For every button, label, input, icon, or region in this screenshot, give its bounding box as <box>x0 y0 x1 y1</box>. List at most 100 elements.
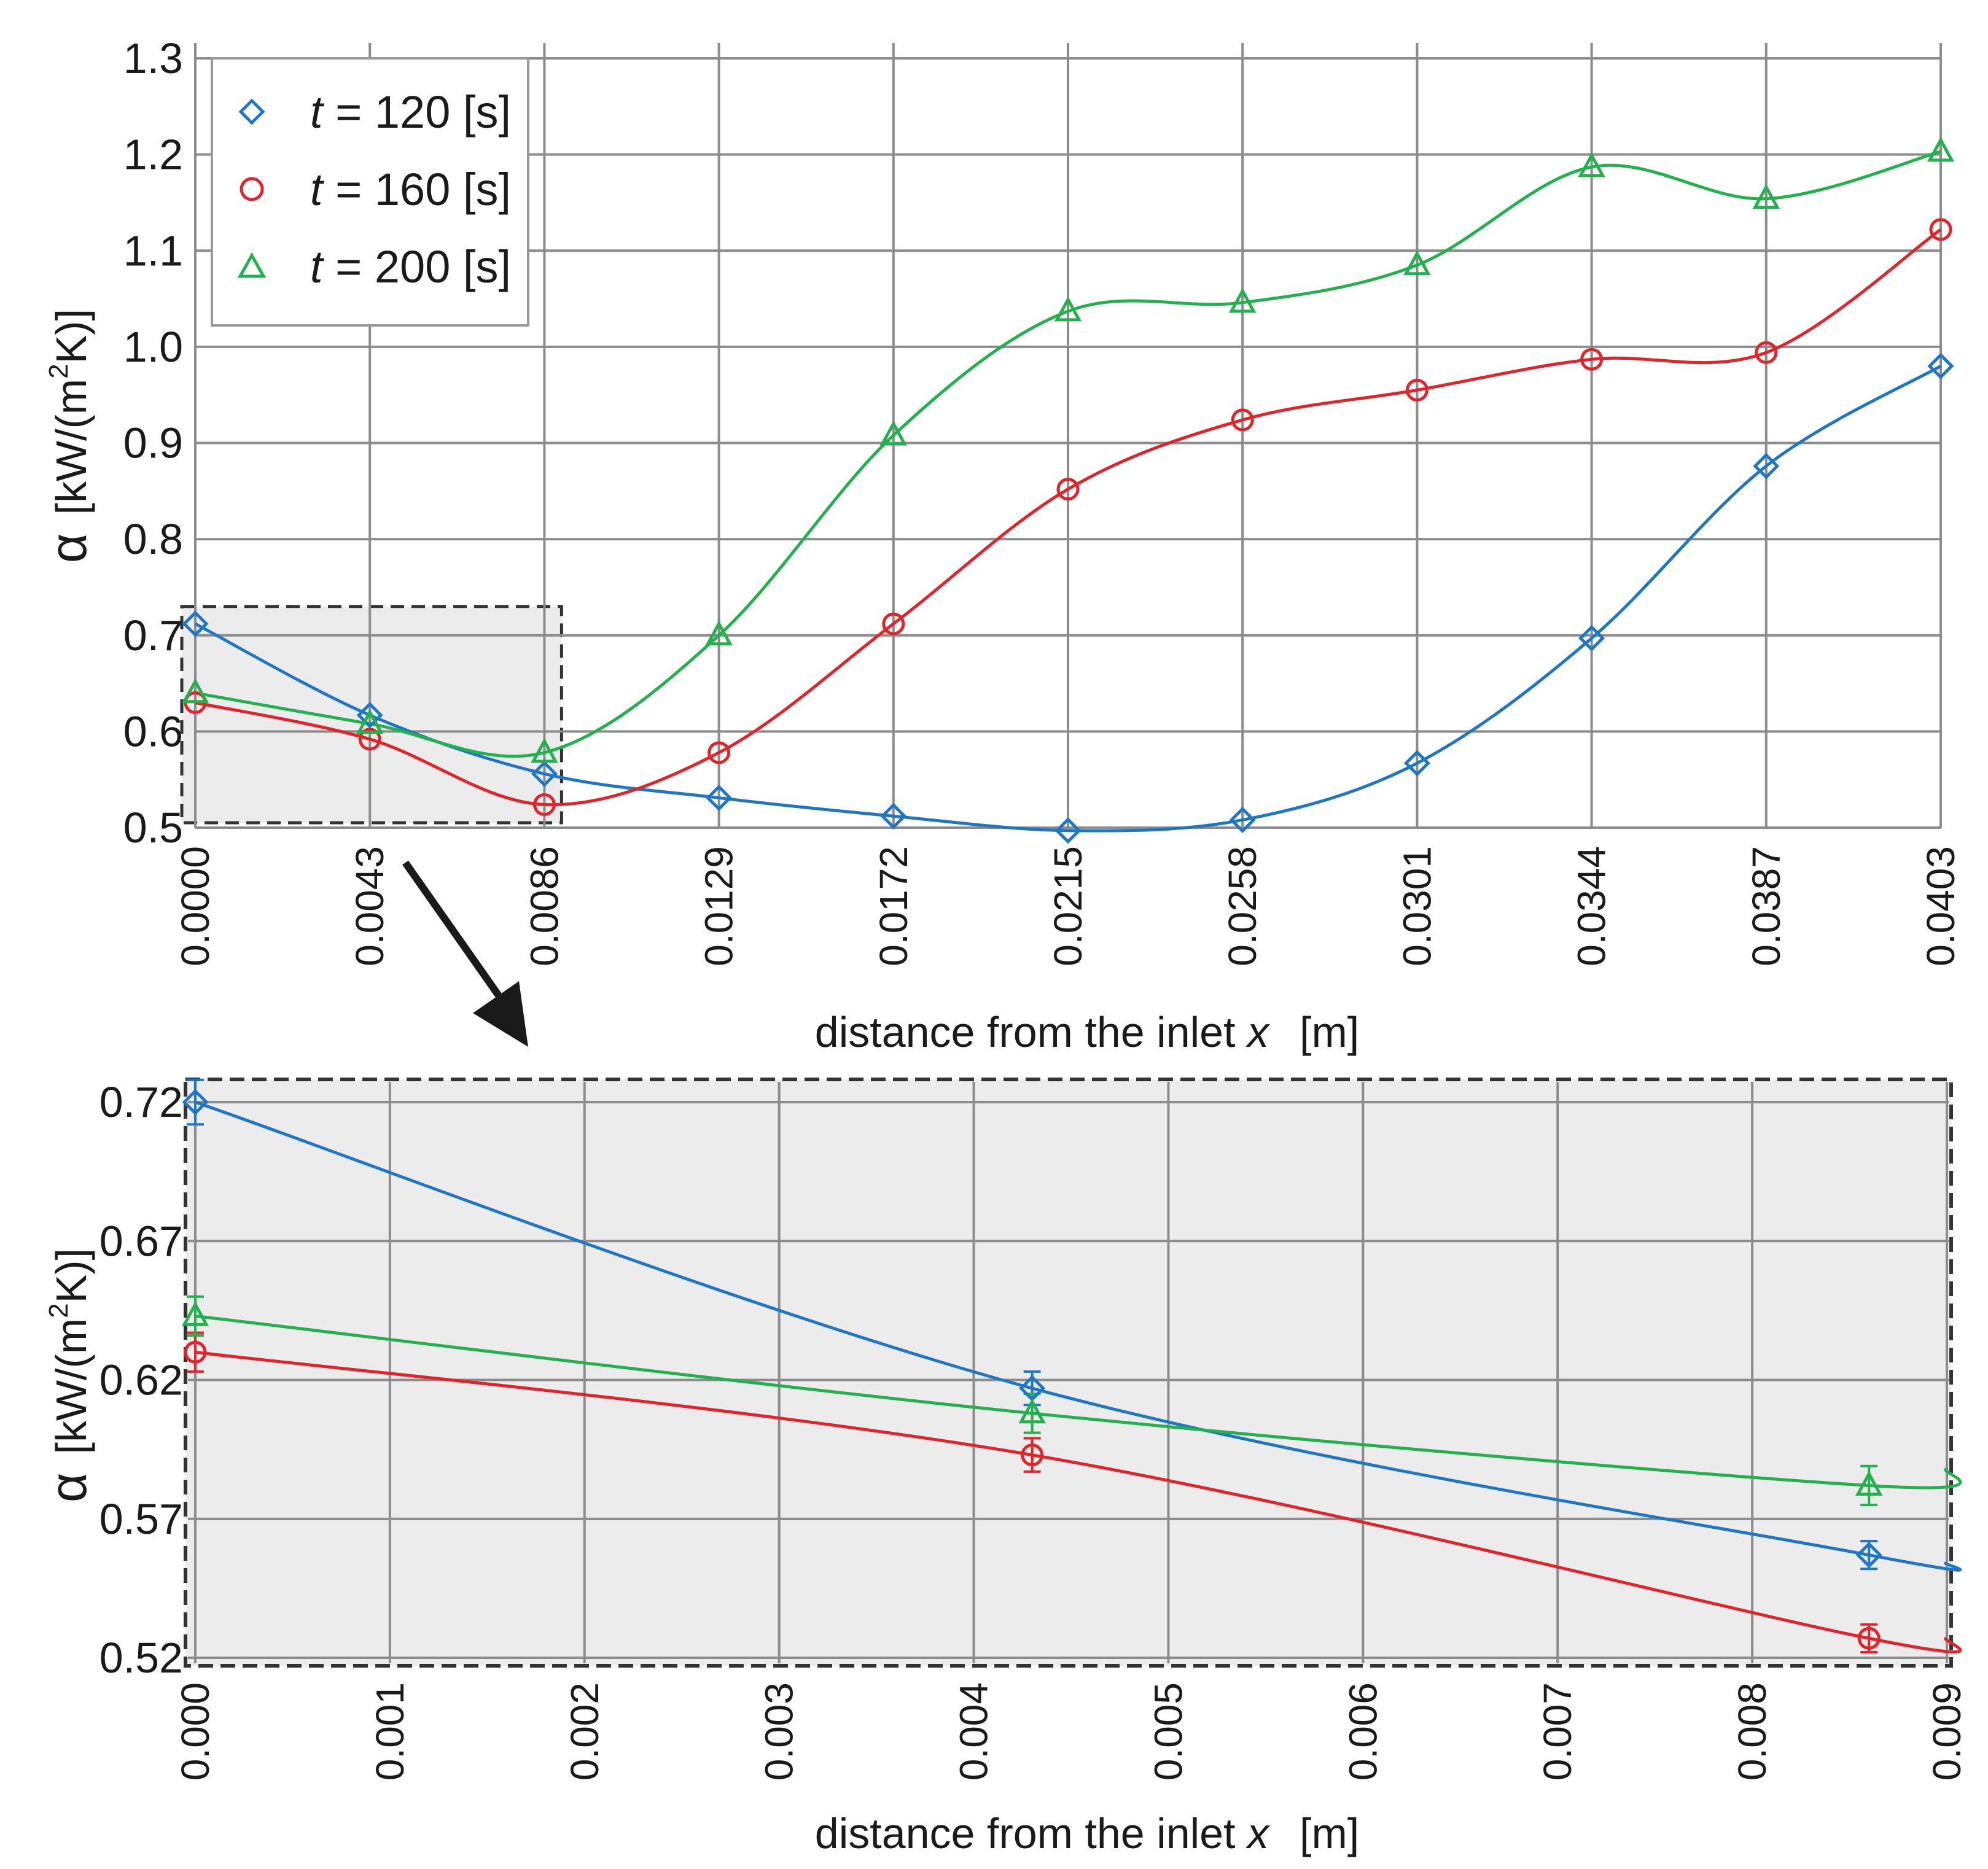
main-point-t200 <box>1752 184 1780 209</box>
main-point-t120 <box>182 610 209 637</box>
main-point-t200 <box>1054 296 1082 322</box>
inset-x-axis-unit: [m] <box>1300 1809 1359 1857</box>
inset-y-axis-title: α [kW/(m2K)] <box>39 1248 97 1502</box>
main-x-tick-label: 0.0215 <box>1046 846 1090 966</box>
inset-x-tick-label: 0.001 <box>368 1682 412 1781</box>
svg-text:t = 200 [s]: t = 200 [s] <box>310 241 511 292</box>
inset-point-t120 <box>1855 1542 1882 1569</box>
inset-point-t160 <box>1021 1444 1044 1467</box>
legend-var-t200: t <box>310 241 325 292</box>
inset-x-axis-prefix: distance from the inlet <box>815 1809 1247 1857</box>
svg-text:t = 160 [s]: t = 160 [s] <box>310 164 511 215</box>
main-point-t200 <box>1578 152 1605 177</box>
main-point-t200 <box>181 678 209 704</box>
inset-markers <box>181 1089 1883 1650</box>
main-x-axis-prefix: distance from the inlet <box>815 1008 1247 1056</box>
main-point-t200 <box>356 709 384 734</box>
inset-x-tick-label: 0.004 <box>952 1682 996 1781</box>
inset-x-axis-var: x <box>1245 1809 1271 1857</box>
main-curve-t160 <box>195 228 1942 807</box>
main-y-tick-label: 1.1 <box>123 227 183 274</box>
legend-circle-marker <box>240 177 264 201</box>
main-curves <box>194 150 1942 833</box>
main-x-tick-label: 0.0387 <box>1744 846 1788 966</box>
main-point-t200 <box>705 620 733 646</box>
inset-plot-background <box>184 1078 1953 1668</box>
main-chart: 0.5 0.6 0.7 0.8 0.9 1.0 1.1 1.2 1.3 0.0000 0.0043… <box>39 34 1963 1056</box>
inset-point-t200 <box>1018 1398 1046 1424</box>
inset-point-t200 <box>1855 1471 1883 1496</box>
main-point-t200 <box>1403 250 1431 276</box>
main-point-t160 <box>1580 348 1604 371</box>
main-x-tick-label: 0.0301 <box>1395 846 1439 966</box>
zoom-arrow-shaft <box>402 860 510 1009</box>
inset-y-tick-label: 0.52 <box>99 1634 183 1682</box>
main-y-tick-label: 0.9 <box>123 419 183 467</box>
legend-var-t160: t <box>310 164 325 215</box>
main-y-tick-label: 0.7 <box>123 612 183 659</box>
main-point-t160 <box>1755 341 1778 364</box>
legend-item-t200: t = 200 [s] <box>237 241 511 292</box>
main-point-t120 <box>1229 806 1256 834</box>
inset-x-tick-label: 0.006 <box>1341 1682 1385 1781</box>
legend-label-t160: = 160 [s] <box>323 164 511 215</box>
legend-triangle-marker <box>237 252 267 278</box>
main-point-t160 <box>1231 408 1254 432</box>
main-x-tick-label: 0.0172 <box>871 846 916 966</box>
inset-x-tick-label: 0.002 <box>563 1682 607 1781</box>
main-y-tick-labels: 0.5 0.6 0.7 0.8 0.9 1.0 1.1 1.2 1.3 <box>123 34 183 852</box>
main-y-axis-title: α [kW/(m2K)] <box>39 309 97 563</box>
main-x-tick-label: 0.0086 <box>522 846 566 966</box>
main-point-t160 <box>358 728 381 751</box>
main-point-t160 <box>532 793 556 816</box>
main-curve-t120 <box>194 365 1942 833</box>
main-point-t160 <box>1929 218 1952 241</box>
main-point-t160 <box>707 741 731 764</box>
svg-text:t = 120 [s]: t = 120 [s] <box>310 87 511 138</box>
inset-x-tick-label: 0.009 <box>1925 1682 1969 1781</box>
inset-error-bar-t120 <box>187 1078 204 1126</box>
main-y-tick-label: 0.5 <box>123 804 183 852</box>
inset-y-tick-label: 0.57 <box>99 1495 183 1543</box>
inset-y-axis-unit-pre: [kW/(m <box>47 1318 95 1455</box>
main-y-axis-unit-sup: 2 <box>44 363 74 378</box>
main-point-t200 <box>1927 136 1955 162</box>
inset-y-axis-unit-sup: 2 <box>44 1303 74 1318</box>
main-point-t200 <box>879 420 908 446</box>
inset-point-t120 <box>182 1089 209 1116</box>
inset-x-tick-labels: 0.000 0.001 0.002 0.003 0.004 0.005 0.006 0.007… <box>173 1682 1969 1781</box>
main-x-axis-var: x <box>1245 1008 1271 1056</box>
main-y-axis-unit-post: K)] <box>47 309 95 363</box>
main-x-tick-label: 0.0043 <box>348 846 392 966</box>
inset-y-tick-label: 0.67 <box>99 1217 183 1265</box>
main-point-t120 <box>880 802 907 830</box>
inset-y-tick-labels: 0.52 0.57 0.62 0.67 0.72 <box>99 1078 183 1682</box>
main-point-t120 <box>706 784 733 811</box>
main-y-tick-label: 1.2 <box>123 131 183 179</box>
main-point-t120 <box>1753 453 1780 480</box>
zoom-arrow <box>402 860 528 1047</box>
main-y-tick-label: 0.6 <box>123 707 183 755</box>
inset-x-axis-title: distance from the inlet x [m] <box>815 1809 1359 1857</box>
main-x-tick-label: 0.0258 <box>1220 846 1265 966</box>
main-y-tick-label: 1.3 <box>123 34 183 82</box>
legend: t = 120 [s] t = 160 [s] t = 200 [s] <box>211 57 529 327</box>
legend-diamond-marker <box>238 98 265 125</box>
legend-item-t160: t = 160 [s] <box>240 164 511 215</box>
inset-y-axis-symbol: α <box>39 1472 97 1502</box>
legend-var-t120: t <box>310 87 325 138</box>
main-point-t160 <box>1405 378 1429 402</box>
inset-curve-t200 <box>195 1314 1962 1490</box>
main-x-tick-labels: 0.0000 0.0043 0.0086 0.0129 0.0172 0.0215 0.02… <box>173 846 1963 966</box>
inset-chart: 0.520.570.620.670.72 0.000 0.001 0.002 0.00… <box>39 1078 1969 1857</box>
main-point-t160 <box>1056 478 1080 501</box>
main-point-t120 <box>1927 352 1954 379</box>
main-curve-t200 <box>195 150 1941 758</box>
main-y-axis-unit-pre: [kW/(m <box>47 379 95 515</box>
inset-point-t200 <box>181 1301 209 1326</box>
main-x-tick-label: 0.0000 <box>173 846 217 966</box>
main-y-tick-label: 0.8 <box>123 515 183 563</box>
inset-x-tick-label: 0.005 <box>1146 1682 1190 1781</box>
main-markers <box>181 136 1955 844</box>
